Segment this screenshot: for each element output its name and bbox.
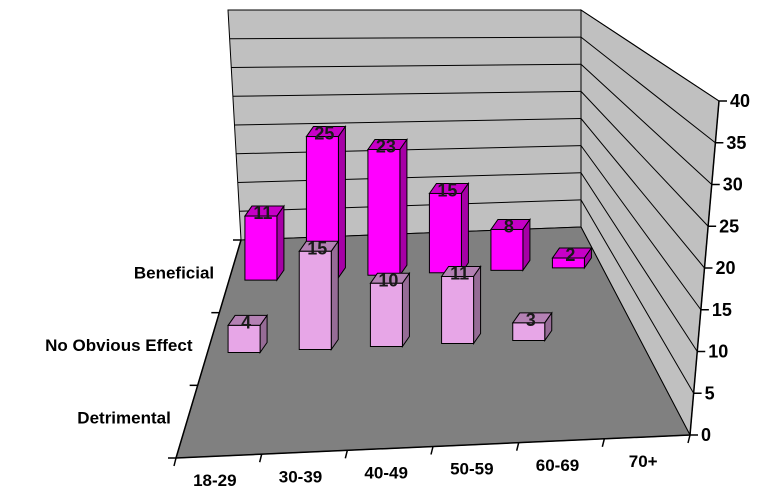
depth-axis-line (175, 239, 242, 459)
data-label: 11 (253, 203, 272, 223)
y-tick-label: 20 (716, 258, 736, 278)
bar-no-obvious-effect-30-39: 15 (298, 238, 340, 352)
data-label: 3 (526, 310, 536, 330)
data-label: 23 (376, 136, 396, 156)
bars: 11 25 23 15 8 2 4 15 10 11 3 (227, 124, 593, 355)
bar-beneficial-50-59: 15 (428, 180, 470, 275)
bar-front (512, 322, 546, 342)
gridline-side (580, 145, 702, 311)
x-tick-mark (258, 453, 263, 463)
bar-no-obvious-effect-18-29: 4 (227, 312, 269, 355)
bar-beneficial-70: 2 (551, 245, 593, 270)
data-label: 15 (307, 238, 327, 258)
y-axis: 0 5 10 15 20 25 30 35 40 (689, 91, 750, 445)
gridline-back (232, 90, 582, 97)
gridline-side (580, 36, 716, 144)
bar-beneficial-60-69: 8 (489, 216, 531, 272)
gridline-back (234, 118, 582, 126)
y-tick-label: 0 (701, 425, 711, 445)
bar-front (441, 275, 475, 344)
gridline-back (237, 172, 582, 183)
x-tick-mark (430, 446, 434, 455)
gridline-side (580, 9, 720, 102)
gridline-side (580, 63, 713, 185)
x-tick-label-40-49: 40-49 (364, 463, 407, 482)
bar-front (551, 257, 585, 269)
bar-front (490, 228, 524, 271)
data-label: 11 (450, 263, 469, 283)
gridline-back (236, 145, 582, 155)
y-tick-label: 10 (708, 342, 728, 362)
series-label-detrimental: Detrimental (77, 409, 171, 428)
gridline-side (580, 199, 695, 394)
gridline-back (231, 63, 582, 68)
x-tick-mark (344, 450, 349, 459)
gridline-side (580, 172, 698, 352)
data-label: 10 (378, 270, 398, 290)
x-tick-label-18-29: 18-29 (193, 471, 236, 490)
series-label-no-obvious-effect: No Obvious Effect (45, 336, 193, 355)
data-label: 15 (437, 180, 457, 200)
series-axis: Beneficial No Obvious Effect Detrimental (45, 239, 242, 459)
bar-no-obvious-effect-60-69: 3 (511, 310, 553, 343)
x-tick-mark (601, 438, 606, 448)
gridlines (228, 9, 720, 394)
bar-front (369, 282, 403, 348)
y-tick-label: 25 (719, 216, 739, 236)
x-tick-label-70: 70+ (629, 452, 658, 471)
y-tick-label: 40 (730, 91, 750, 111)
bar-beneficial-18-29: 11 (243, 203, 285, 282)
x-tick-label-30-39: 30-39 (279, 467, 322, 486)
bar-side (460, 181, 469, 275)
bar-front (428, 192, 462, 274)
x-tick-mark (515, 442, 520, 451)
data-label: 8 (504, 216, 514, 236)
bar-side (522, 217, 531, 272)
bar-no-obvious-effect-40-49: 10 (369, 270, 411, 349)
y-tick-label: 15 (712, 300, 732, 320)
x-tick-label-60-69: 60-69 (536, 456, 579, 475)
bar-side (473, 264, 482, 346)
bar-front (367, 148, 401, 276)
gridline-back (229, 36, 582, 40)
x-tick-label-50-59: 50-59 (450, 460, 493, 479)
gridline-side (580, 91, 709, 227)
bar-side (337, 124, 346, 280)
gridline-side (580, 118, 705, 269)
bar-side (330, 239, 339, 352)
bar-no-obvious-effect-50-59: 11 (440, 263, 482, 346)
y-tick-label: 5 (705, 383, 715, 403)
data-label: 4 (241, 312, 251, 332)
gridline-back (239, 199, 582, 212)
x-tick-mark (173, 457, 177, 467)
bar-front (298, 250, 332, 350)
data-label: 25 (314, 124, 334, 144)
bar-front (244, 215, 278, 281)
bar-front (227, 324, 261, 354)
y-tick-label: 30 (723, 175, 743, 195)
bar-side (401, 271, 410, 349)
x-axis: 18-29 30-39 40-49 50-59 60-69 70+ (173, 434, 691, 490)
data-label: 2 (565, 245, 575, 265)
series-label-beneficial: Beneficial (134, 263, 214, 282)
x-tick-mark (687, 434, 691, 444)
bar-beneficial-40-49: 23 (366, 136, 408, 277)
y-tick-label: 35 (726, 133, 746, 153)
bar-side (276, 204, 285, 282)
bar-side (399, 137, 408, 277)
